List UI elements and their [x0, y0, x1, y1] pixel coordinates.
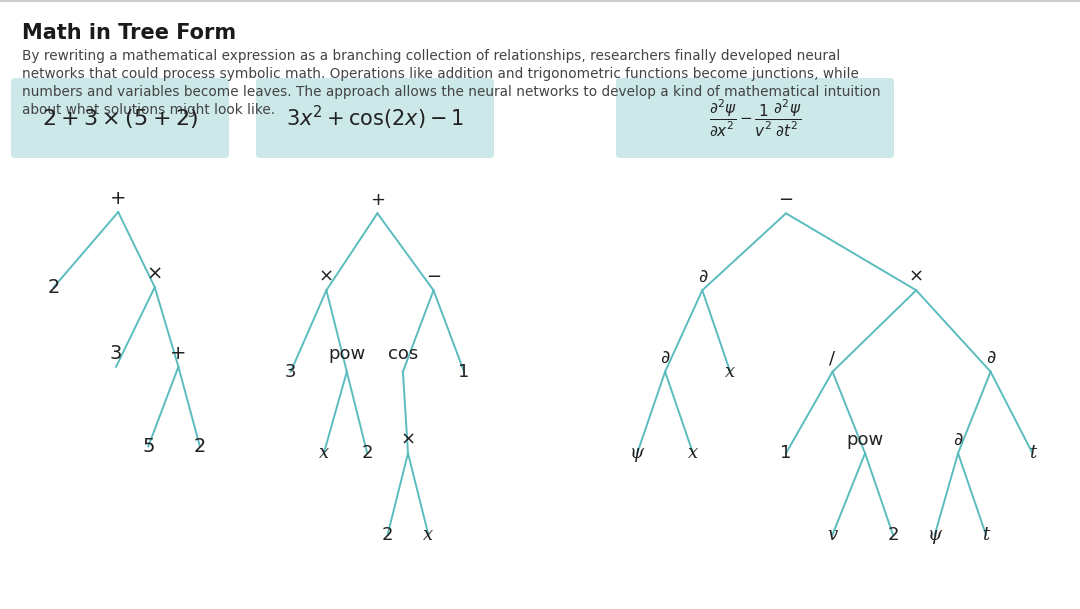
- FancyBboxPatch shape: [616, 78, 894, 158]
- Text: 3: 3: [110, 344, 122, 363]
- Text: 1: 1: [781, 444, 792, 462]
- Text: t: t: [983, 526, 989, 544]
- Text: +: +: [369, 191, 384, 209]
- Text: Math in Tree Form: Math in Tree Form: [22, 23, 237, 43]
- Text: ψ: ψ: [630, 444, 645, 462]
- Text: v: v: [827, 526, 838, 544]
- Text: ×: ×: [319, 268, 334, 286]
- Text: 2: 2: [887, 526, 899, 544]
- Text: $\dfrac{\partial^2\psi}{\partial x^2}-\dfrac{1}{v^2}\dfrac{\partial^2\psi}{\part: $\dfrac{\partial^2\psi}{\partial x^2}-\d…: [708, 97, 801, 139]
- Text: ×: ×: [401, 431, 416, 449]
- Text: ∂: ∂: [661, 349, 670, 367]
- Text: 3: 3: [285, 363, 296, 381]
- FancyBboxPatch shape: [256, 78, 494, 158]
- Text: 5: 5: [143, 437, 154, 456]
- Text: ∂: ∂: [698, 268, 707, 286]
- Text: +: +: [171, 344, 187, 363]
- Text: x: x: [423, 526, 433, 544]
- Text: x: x: [319, 444, 329, 462]
- Text: pow: pow: [328, 345, 365, 362]
- Text: 1: 1: [458, 363, 470, 381]
- Text: t: t: [1029, 444, 1036, 462]
- Text: 2: 2: [193, 437, 206, 456]
- Text: cos: cos: [388, 345, 418, 362]
- Text: x: x: [688, 444, 698, 462]
- Text: /: /: [829, 349, 836, 367]
- Text: 2: 2: [382, 526, 393, 544]
- Text: x: x: [725, 363, 735, 381]
- Text: 2: 2: [362, 444, 373, 462]
- Text: about what solutions might look like.: about what solutions might look like.: [22, 103, 275, 117]
- Text: ψ: ψ: [928, 526, 942, 544]
- Text: ∂: ∂: [954, 431, 962, 449]
- Text: networks that could process symbolic math. Operations like addition and trigonom: networks that could process symbolic mat…: [22, 67, 859, 81]
- Text: −: −: [426, 268, 441, 286]
- Text: $2+3\times(5+2)$: $2+3\times(5+2)$: [42, 107, 198, 130]
- FancyBboxPatch shape: [11, 78, 229, 158]
- Text: ×: ×: [147, 264, 163, 283]
- Text: pow: pow: [847, 431, 883, 449]
- Text: −: −: [779, 191, 794, 209]
- Text: +: +: [110, 189, 126, 208]
- Text: ∂: ∂: [986, 349, 996, 367]
- Text: 2: 2: [48, 278, 59, 297]
- Text: By rewriting a mathematical expression as a branching collection of relationship: By rewriting a mathematical expression a…: [22, 49, 840, 63]
- Text: numbers and variables become leaves. The approach allows the neural networks to : numbers and variables become leaves. The…: [22, 85, 880, 99]
- Text: $3x^2+\cos(2x)-1$: $3x^2+\cos(2x)-1$: [286, 104, 464, 132]
- Text: ×: ×: [908, 268, 923, 286]
